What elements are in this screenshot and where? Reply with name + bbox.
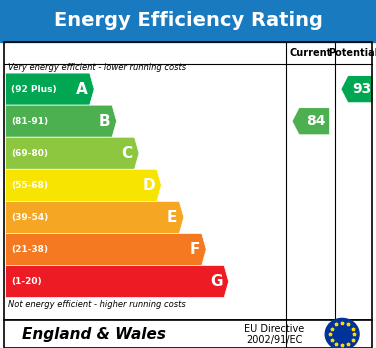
Text: 2002/91/EC: 2002/91/EC bbox=[246, 335, 303, 345]
Text: England & Wales: England & Wales bbox=[22, 326, 166, 342]
Text: (92 Plus): (92 Plus) bbox=[11, 85, 57, 94]
Bar bbox=[4, 320, 372, 348]
Text: Potential: Potential bbox=[328, 48, 376, 58]
Polygon shape bbox=[341, 76, 372, 102]
Text: C: C bbox=[121, 146, 133, 161]
Text: B: B bbox=[99, 114, 110, 129]
Polygon shape bbox=[6, 201, 184, 234]
Text: D: D bbox=[143, 178, 155, 193]
Polygon shape bbox=[6, 266, 229, 298]
Text: (1-20): (1-20) bbox=[11, 277, 42, 286]
Text: F: F bbox=[190, 242, 200, 257]
Circle shape bbox=[325, 318, 359, 348]
Text: G: G bbox=[210, 274, 222, 289]
Polygon shape bbox=[6, 105, 117, 137]
Text: A: A bbox=[76, 82, 88, 97]
Text: 93: 93 bbox=[352, 82, 371, 96]
Polygon shape bbox=[6, 234, 206, 266]
Text: EU Directive: EU Directive bbox=[244, 324, 305, 334]
Text: Very energy efficient - lower running costs: Very energy efficient - lower running co… bbox=[8, 63, 186, 72]
Text: E: E bbox=[167, 210, 177, 225]
Text: (39-54): (39-54) bbox=[11, 213, 49, 222]
Polygon shape bbox=[6, 137, 139, 169]
Text: (69-80): (69-80) bbox=[11, 149, 48, 158]
Polygon shape bbox=[6, 169, 161, 201]
Text: (21-38): (21-38) bbox=[11, 245, 48, 254]
Text: Energy Efficiency Rating: Energy Efficiency Rating bbox=[53, 11, 323, 30]
Text: Current: Current bbox=[289, 48, 331, 58]
Text: Not energy efficient - higher running costs: Not energy efficient - higher running co… bbox=[8, 300, 185, 309]
Text: 84: 84 bbox=[306, 114, 326, 128]
Polygon shape bbox=[293, 108, 329, 134]
Polygon shape bbox=[6, 73, 94, 105]
Bar bbox=[4, 42, 372, 320]
Text: (55-68): (55-68) bbox=[11, 181, 48, 190]
Bar bbox=[0, 0, 376, 42]
Text: (81-91): (81-91) bbox=[11, 117, 49, 126]
